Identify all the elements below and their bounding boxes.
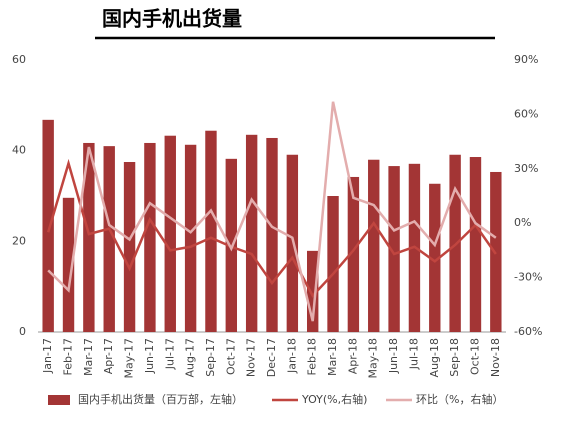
x-tick-label: Nov-17: [245, 338, 258, 377]
x-tick-label: Aug-18: [428, 338, 441, 377]
bar: [205, 130, 217, 332]
x-tick-label: Mar-17: [82, 338, 95, 376]
bar: [245, 134, 258, 332]
x-tick-label: Mar-18: [326, 338, 339, 376]
bar: [327, 196, 339, 332]
bar: [347, 176, 360, 332]
bar: [429, 183, 441, 332]
bar: [388, 166, 400, 332]
x-tick-label: Jul-17: [163, 338, 176, 370]
y-tick-label: 20: [12, 234, 26, 247]
chart-title: 国内手机出货量: [102, 7, 242, 31]
y2-tick-label: 90%: [514, 53, 538, 66]
x-tick-label: Jan-17: [41, 338, 54, 374]
x-tick-label: Sep-18: [448, 338, 461, 377]
x-tick-label: Nov-18: [489, 338, 502, 377]
bar: [123, 162, 136, 332]
bar: [144, 142, 156, 332]
bar: [62, 197, 75, 332]
y2-tick-label: 30%: [514, 162, 538, 175]
bar: [469, 157, 482, 332]
x-tick-label: Feb-17: [62, 338, 75, 375]
line: [46, 158, 497, 298]
y-tick-label: 40: [12, 144, 26, 157]
bar: [83, 142, 95, 332]
y2-tick-label: -60%: [514, 325, 542, 338]
legend-label: 环比（%，右轴）: [416, 392, 503, 406]
bar: [368, 159, 380, 332]
legend-label: 国内手机出货量（百万部，左轴）: [78, 392, 243, 406]
y2-tick-label: 60%: [514, 107, 538, 120]
y-tick-label: 60: [12, 53, 26, 66]
bar: [306, 250, 319, 332]
x-tick-label: Apr-17: [102, 338, 115, 374]
bar: [42, 119, 54, 332]
x-tick-label: Jul-18: [407, 338, 420, 370]
x-tick-label: Oct-17: [224, 338, 237, 375]
x-tick-label: Jun-17: [143, 338, 156, 374]
legend-swatch: [48, 395, 70, 405]
x-tick-label: Sep-17: [204, 338, 217, 377]
x-tick-label: Jun-18: [387, 338, 400, 374]
bar: [266, 137, 278, 332]
line: [47, 101, 497, 322]
bar: [184, 144, 197, 332]
x-tick-label: May-18: [367, 338, 380, 379]
x-tick-label: Apr-18: [346, 338, 359, 374]
y2-tick-label: -30%: [514, 271, 542, 284]
bar: [103, 146, 115, 332]
x-tick-label: Feb-18: [306, 338, 319, 375]
bar: [286, 154, 299, 332]
x-tick-label: Oct-18: [468, 338, 481, 375]
y-tick-label: 0: [19, 325, 26, 338]
x-tick-label: May-17: [123, 338, 136, 379]
x-tick-label: Jan-18: [285, 338, 298, 374]
bar: [164, 135, 176, 332]
x-tick-label: Dec-17: [265, 338, 278, 377]
y2-tick-label: 0%: [514, 216, 531, 229]
legend-label: YOY(%,右轴): [301, 392, 367, 406]
x-tick-label: Aug-17: [184, 338, 197, 377]
